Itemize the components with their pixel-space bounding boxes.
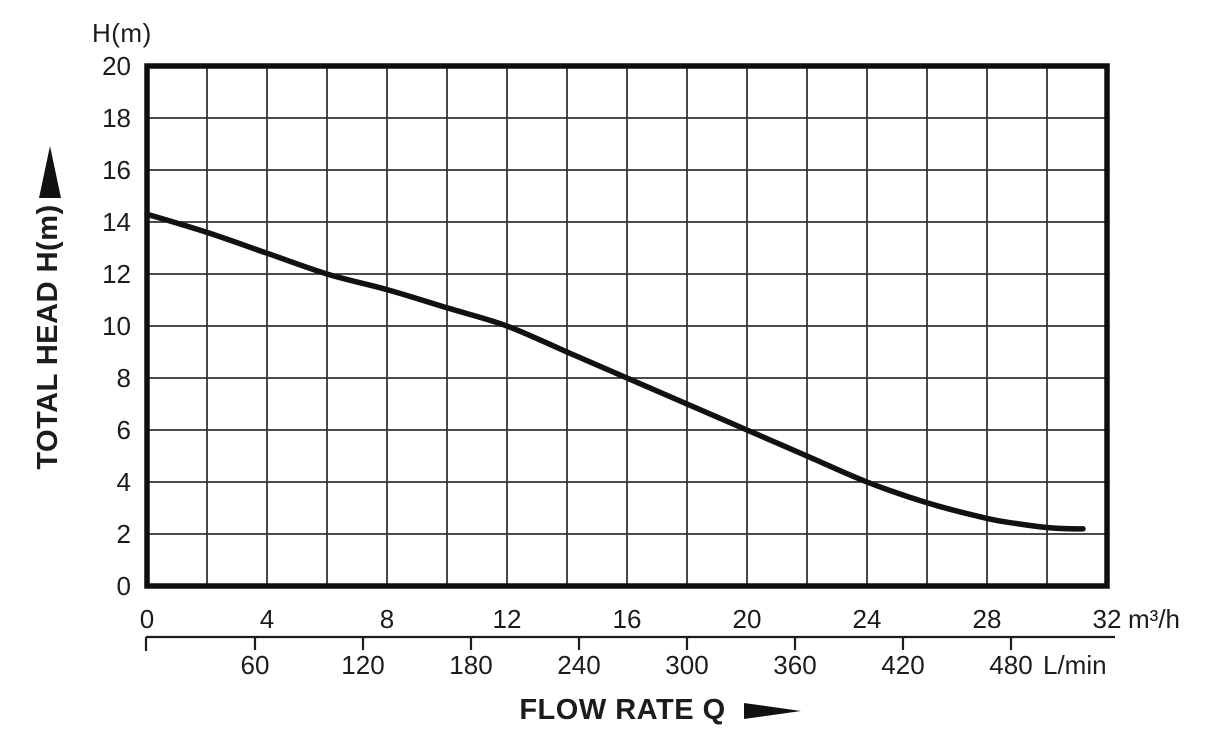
- x-tick-label-lmin: 300: [665, 650, 708, 680]
- x-tick-label-m3h: 24: [853, 604, 882, 634]
- right-arrow-icon: [743, 702, 801, 719]
- y-tick-label: 18: [102, 103, 131, 133]
- x-tick-label-m3h: 4: [260, 604, 274, 634]
- x-tick-label-lmin: 480: [989, 650, 1032, 680]
- x-axis-unit-lmin: L/min: [1043, 650, 1107, 680]
- plot-frame: [144, 63, 1110, 589]
- y-tick-label: 20: [102, 51, 131, 81]
- x-axis-title: FLOW RATE Q: [519, 694, 726, 726]
- x-tick-label-lmin: 60: [241, 650, 270, 680]
- y-tick-label: 2: [117, 519, 131, 549]
- x-tick-label-lmin: 240: [557, 650, 600, 680]
- x-axis-title-group: FLOW RATE Q: [430, 694, 890, 727]
- y-tick-label: 14: [102, 207, 131, 237]
- y-tick-label: 6: [117, 415, 131, 445]
- y-tick-label: 10: [102, 311, 131, 341]
- x-tick-label-lmin: 180: [449, 650, 492, 680]
- head-flow-curve: [144, 211, 1086, 532]
- y-tick-label: 4: [117, 467, 131, 497]
- y-tick-label: 12: [102, 259, 131, 289]
- x-tick-label-m3h: 12: [493, 604, 522, 634]
- x-tick-label-m3h: 32: [1093, 604, 1122, 634]
- x-tick-label-lmin: 420: [881, 650, 924, 680]
- x-tick-label-m3h: 28: [973, 604, 1002, 634]
- y-axis-corner-label: H(m): [92, 18, 152, 48]
- y-tick-label: 16: [102, 155, 131, 185]
- y-tick-label: 8: [117, 363, 131, 393]
- y-axis-title: TOTAL HEAD H(m): [32, 204, 64, 470]
- x-tick-label-lmin: 120: [341, 650, 384, 680]
- x-tick-label-m3h: 0: [140, 604, 154, 634]
- x-axis-unit-m3h: m³/h: [1128, 604, 1180, 634]
- x-tick-label-lmin: 360: [773, 650, 816, 680]
- up-arrow-icon: [39, 146, 61, 198]
- x-tick-label-m3h: 20: [733, 604, 762, 634]
- x-tick-label-m3h: 16: [613, 604, 642, 634]
- x-tick-label-m3h: 8: [380, 604, 394, 634]
- y-tick-label: 0: [117, 571, 131, 601]
